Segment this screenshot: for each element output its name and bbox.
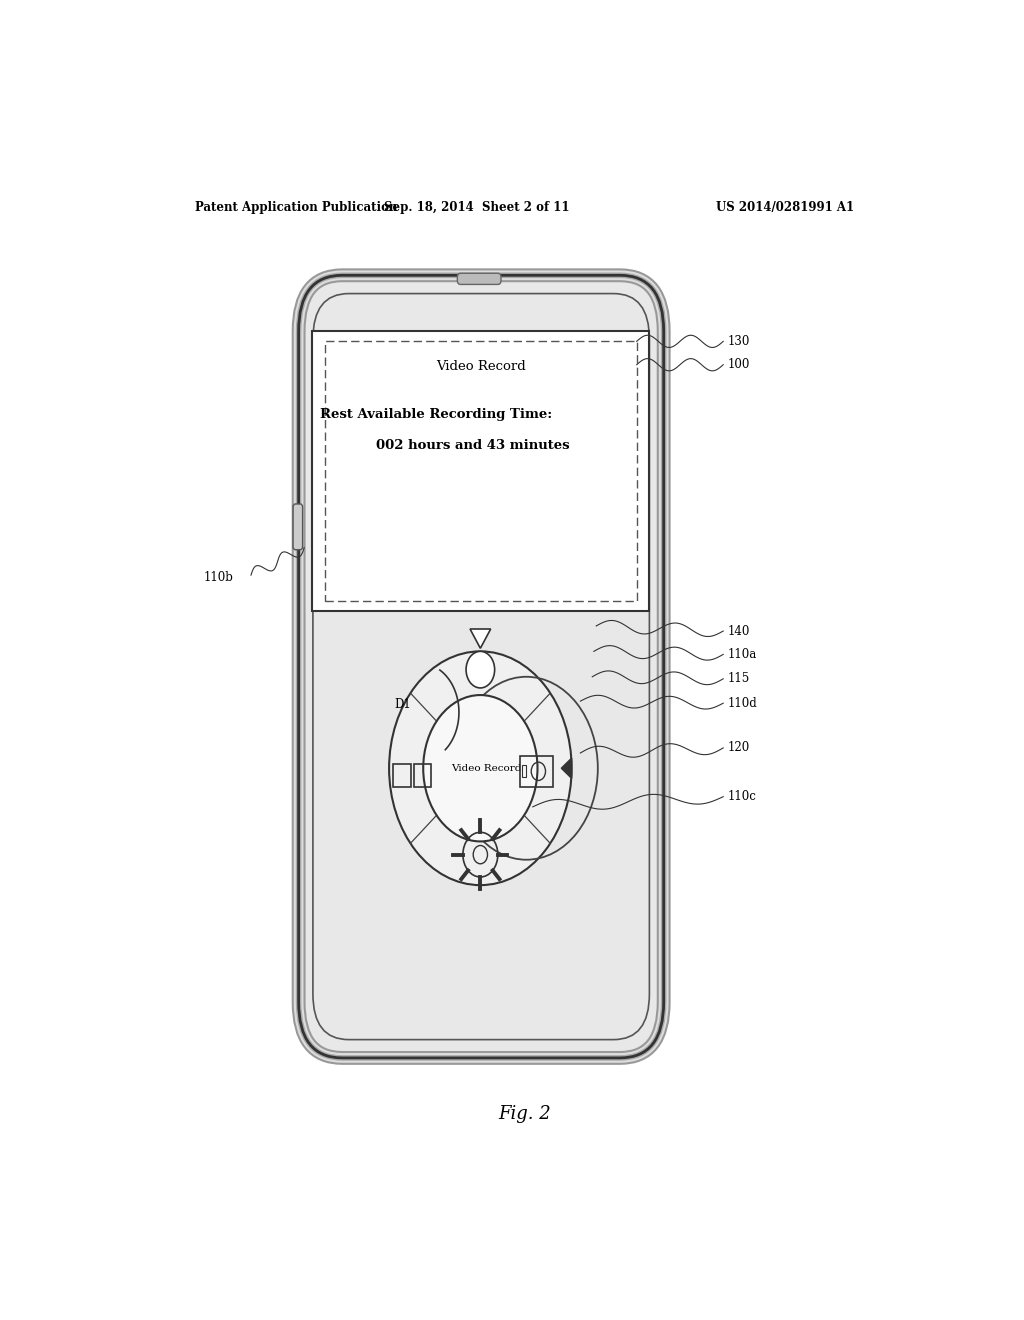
Bar <box>312 331 649 611</box>
Text: 110d: 110d <box>727 697 757 710</box>
Text: Video Record: Video Record <box>452 764 522 772</box>
Text: 110a: 110a <box>727 648 757 661</box>
Polygon shape <box>561 758 571 779</box>
Circle shape <box>389 651 571 886</box>
Text: Video Record: Video Record <box>436 360 525 374</box>
FancyBboxPatch shape <box>458 273 501 284</box>
FancyBboxPatch shape <box>293 504 303 549</box>
Text: 130: 130 <box>727 335 750 348</box>
Text: D1: D1 <box>394 698 412 710</box>
Text: Patent Application Publication: Patent Application Publication <box>196 201 398 214</box>
Bar <box>325 342 637 601</box>
Bar <box>521 766 526 777</box>
Circle shape <box>423 696 538 841</box>
Polygon shape <box>470 630 490 648</box>
Text: Rest Available Recording Time:: Rest Available Recording Time: <box>321 408 552 421</box>
Text: 110b: 110b <box>204 570 233 583</box>
Text: US 2014/0281991 A1: US 2014/0281991 A1 <box>716 201 854 214</box>
Text: 140: 140 <box>727 624 750 638</box>
Bar <box>414 764 431 787</box>
Text: 120: 120 <box>727 742 750 755</box>
Text: Fig. 2: Fig. 2 <box>499 1105 551 1123</box>
Text: 100: 100 <box>727 358 750 371</box>
Circle shape <box>466 651 495 688</box>
Text: 110c: 110c <box>727 791 756 803</box>
Bar <box>520 756 553 787</box>
FancyBboxPatch shape <box>299 276 664 1057</box>
Bar <box>393 764 411 787</box>
Text: 002 hours and 43 minutes: 002 hours and 43 minutes <box>376 438 569 451</box>
Text: 115: 115 <box>727 672 750 685</box>
Text: Sep. 18, 2014  Sheet 2 of 11: Sep. 18, 2014 Sheet 2 of 11 <box>384 201 570 214</box>
